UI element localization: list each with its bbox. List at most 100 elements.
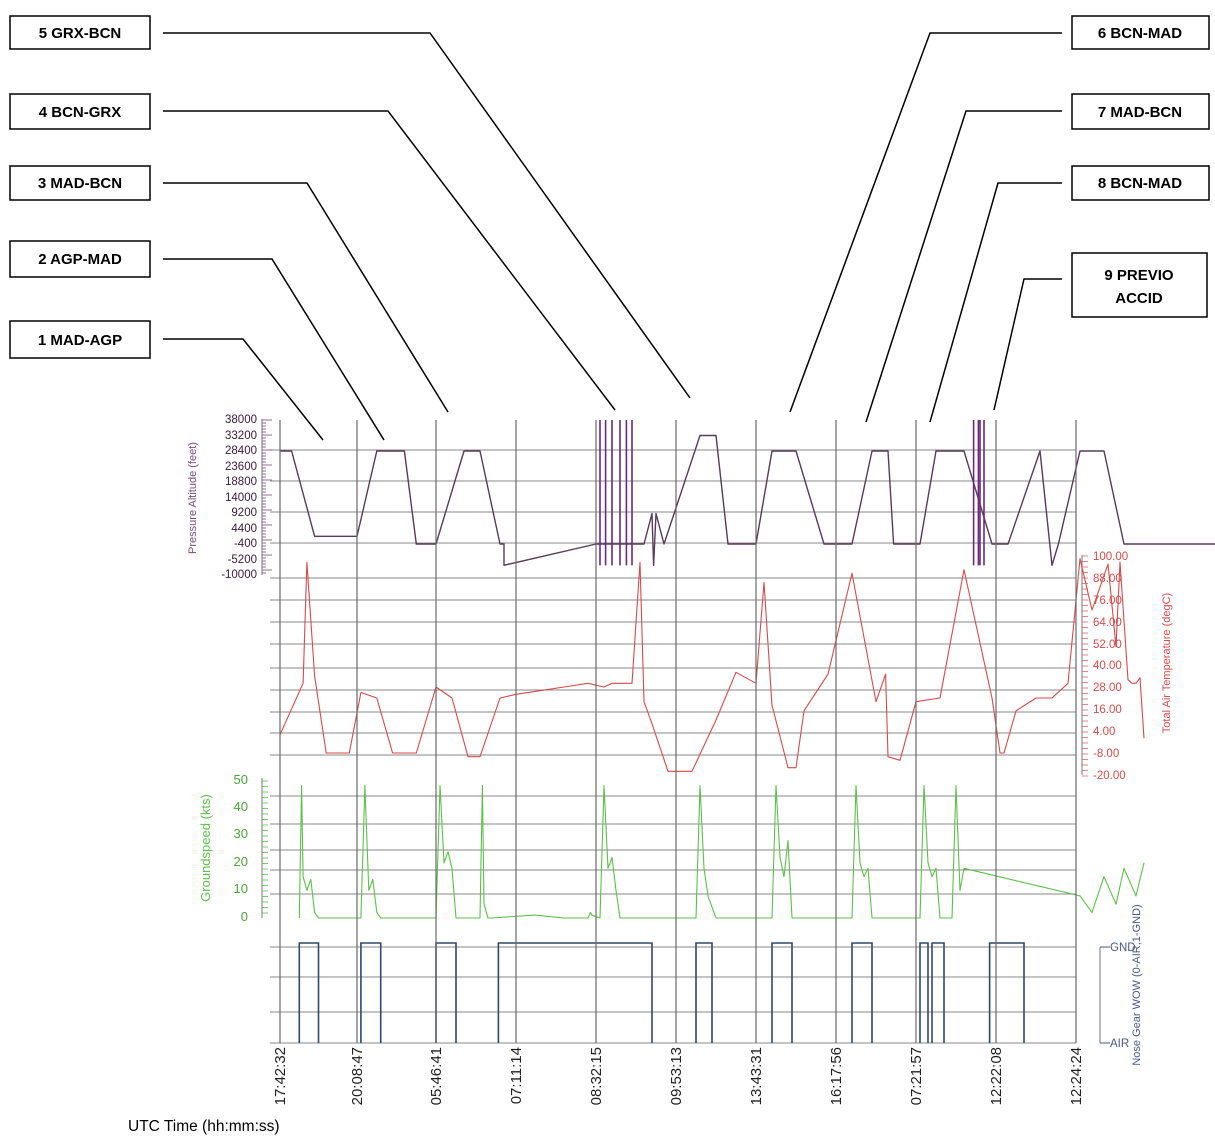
- groundspeed-tick-label: 0: [241, 909, 248, 924]
- leader-line-8: [929, 182, 1062, 423]
- temperature-tick-label: -8.00: [1093, 748, 1119, 760]
- flight-box-8: 8 BCN-MAD: [1071, 165, 1210, 201]
- x-tick-label: 09:53:13: [668, 1047, 685, 1105]
- x-tick-label: 07:21:57: [908, 1047, 925, 1105]
- wow-tick-label-gnd: GND: [1110, 942, 1136, 954]
- groundspeed-tick-label: 50: [234, 772, 248, 787]
- groundspeed-plot: [298, 784, 1145, 919]
- x-tick-label: 20:08:47: [349, 1047, 366, 1105]
- leader-line-9: [993, 278, 1062, 411]
- temperature-tick-label: -20.00: [1093, 770, 1126, 782]
- temperature-tick-label: 88.00: [1093, 573, 1122, 585]
- wow-ground-segment: [695, 942, 713, 1043]
- groundspeed-tick-label: 20: [234, 854, 248, 869]
- groundspeed-gridlines: [270, 795, 1076, 895]
- x-tick-label: 07:11:14: [508, 1047, 525, 1104]
- groundspeed-tick-label: 10: [234, 881, 248, 896]
- altitude-tick-label: 18800: [225, 476, 257, 488]
- wow-ground-segment: [851, 942, 873, 1043]
- temperature-tick-label: 100.00: [1093, 551, 1128, 563]
- wow-ground-segment: [931, 942, 945, 1043]
- flight-box-2: 2 AGP-MAD: [9, 240, 151, 278]
- flight-box-6: 6 BCN-MAD: [1071, 15, 1210, 50]
- leader-line-4: [163, 110, 616, 411]
- flight-label-5: 5 GRX-BCN: [39, 25, 122, 42]
- leader-line-2: [163, 258, 385, 441]
- groundspeed-panel: 50 40 30 20 10 0 Groundspeed (kts): [198, 772, 1145, 924]
- temperature-plot: [279, 558, 1145, 772]
- temperature-series-line: [279, 558, 1145, 772]
- altitude-panel: 38000 33200 28400 23600 18800 14000 9200…: [187, 414, 1215, 581]
- groundspeed-tick-marks: [262, 780, 268, 914]
- x-tick-label: 12:24:24: [1068, 1047, 1085, 1105]
- temperature-tick-label: 40.00: [1093, 660, 1122, 672]
- flight-label-3: 3 MAD-BCN: [38, 175, 122, 192]
- flight-label-6: 6 BCN-MAD: [1098, 25, 1182, 42]
- altitude-series-line: [280, 434, 1215, 566]
- flight-box-4: 4 BCN-GRX: [9, 93, 151, 130]
- flight-label-1: 1 MAD-AGP: [38, 332, 122, 349]
- wow-axis-title: Nose Gear WOW (0-AIR,1-GND): [1131, 904, 1143, 1065]
- leader-line-3: [163, 182, 449, 413]
- leader-line-1: [163, 338, 324, 441]
- leader-line-7: [865, 110, 1062, 423]
- time-gridlines: [279, 420, 1077, 1043]
- temperature-tick-label: 4.00: [1093, 726, 1115, 738]
- flight-box-9: 9 PREVIO ACCID: [1071, 252, 1208, 318]
- temperature-tick-label: 16.00: [1093, 704, 1122, 716]
- altitude-tick-label: 9200: [231, 507, 257, 519]
- temperature-panel: 100.00 88.00 76.00 64.00 52.00 40.00 28.…: [270, 551, 1173, 782]
- wow-panel: GND AIR Nose Gear WOW (0-AIR,1-GND): [270, 904, 1143, 1066]
- altitude-tick-label: -10000: [221, 569, 257, 581]
- wow-ground-segment: [919, 942, 929, 1043]
- wow-ground-segment: [360, 942, 382, 1043]
- altitude-plot: [280, 420, 1215, 566]
- altitude-tick-label: -5200: [228, 554, 257, 566]
- groundspeed-axis-title: Groundspeed (kts): [198, 794, 213, 902]
- flight-label-9: 9 PREVIO: [1104, 267, 1174, 284]
- wow-ground-segment: [497, 942, 653, 1043]
- flight-box-7: 7 MAD-BCN: [1071, 93, 1210, 130]
- altitude-tick-label: 14000: [225, 492, 257, 504]
- x-tick-label: 16:17:56: [828, 1047, 845, 1105]
- x-tick-label: 13:43:31: [748, 1047, 765, 1105]
- temperature-tick-label: 76.00: [1093, 595, 1122, 607]
- x-tick-label: 08:32:15: [588, 1047, 605, 1105]
- flight-label-7: 7 MAD-BCN: [1098, 104, 1182, 121]
- wow-tick-label-air: AIR: [1110, 1038, 1129, 1050]
- altitude-axis-title: Pressure Altitude (feet): [187, 442, 199, 554]
- x-axis-title: UTC Time (hh:mm:ss): [128, 1118, 280, 1135]
- altitude-gridlines: [270, 449, 1076, 544]
- wow-ground-segment: [771, 942, 793, 1043]
- x-tick-label: 12:22:08: [988, 1047, 1005, 1105]
- flight-label-9-line2: ACCID: [1115, 290, 1163, 307]
- x-tick-label: 05:46:41: [428, 1047, 445, 1105]
- altitude-tick-label: 28400: [225, 445, 257, 457]
- temperature-tick-label: 52.00: [1093, 639, 1122, 651]
- altitude-tick-marks: [262, 419, 272, 574]
- leader-line-5: [163, 32, 691, 399]
- altitude-tick-label: 23600: [225, 461, 257, 473]
- flight-label-8: 8 BCN-MAD: [1098, 175, 1182, 192]
- flight-box-1: 1 MAD-AGP: [9, 320, 151, 359]
- wow-gridlines: [270, 946, 1076, 1044]
- altitude-tick-label: 4400: [231, 523, 257, 535]
- temperature-axis-title: Total Air Temperature (degC): [1161, 593, 1173, 733]
- leader-line-6: [789, 32, 1062, 413]
- x-tick-label: 17:42:32: [272, 1047, 289, 1105]
- flight-label-4: 4 BCN-GRX: [39, 104, 122, 121]
- wow-ground-segment: [435, 942, 457, 1043]
- temperature-tick-label: 28.00: [1093, 682, 1122, 694]
- wow-ground-segment: [298, 942, 320, 1043]
- altitude-tick-label: -400: [234, 538, 257, 550]
- groundspeed-tick-label: 30: [234, 826, 248, 841]
- altitude-tick-label: 38000: [225, 414, 257, 426]
- groundspeed-series-line: [298, 784, 1145, 919]
- altitude-tick-label: 33200: [225, 430, 257, 442]
- groundspeed-tick-label: 40: [234, 799, 248, 814]
- temperature-tick-label: 64.00: [1093, 617, 1122, 629]
- flight-box-5: 5 GRX-BCN: [9, 15, 151, 50]
- x-axis-labels: 17:42:32 20:08:47 05:46:41 07:11:14 08:32:15…: [272, 1047, 1085, 1105]
- flight-label-2: 2 AGP-MAD: [38, 251, 122, 268]
